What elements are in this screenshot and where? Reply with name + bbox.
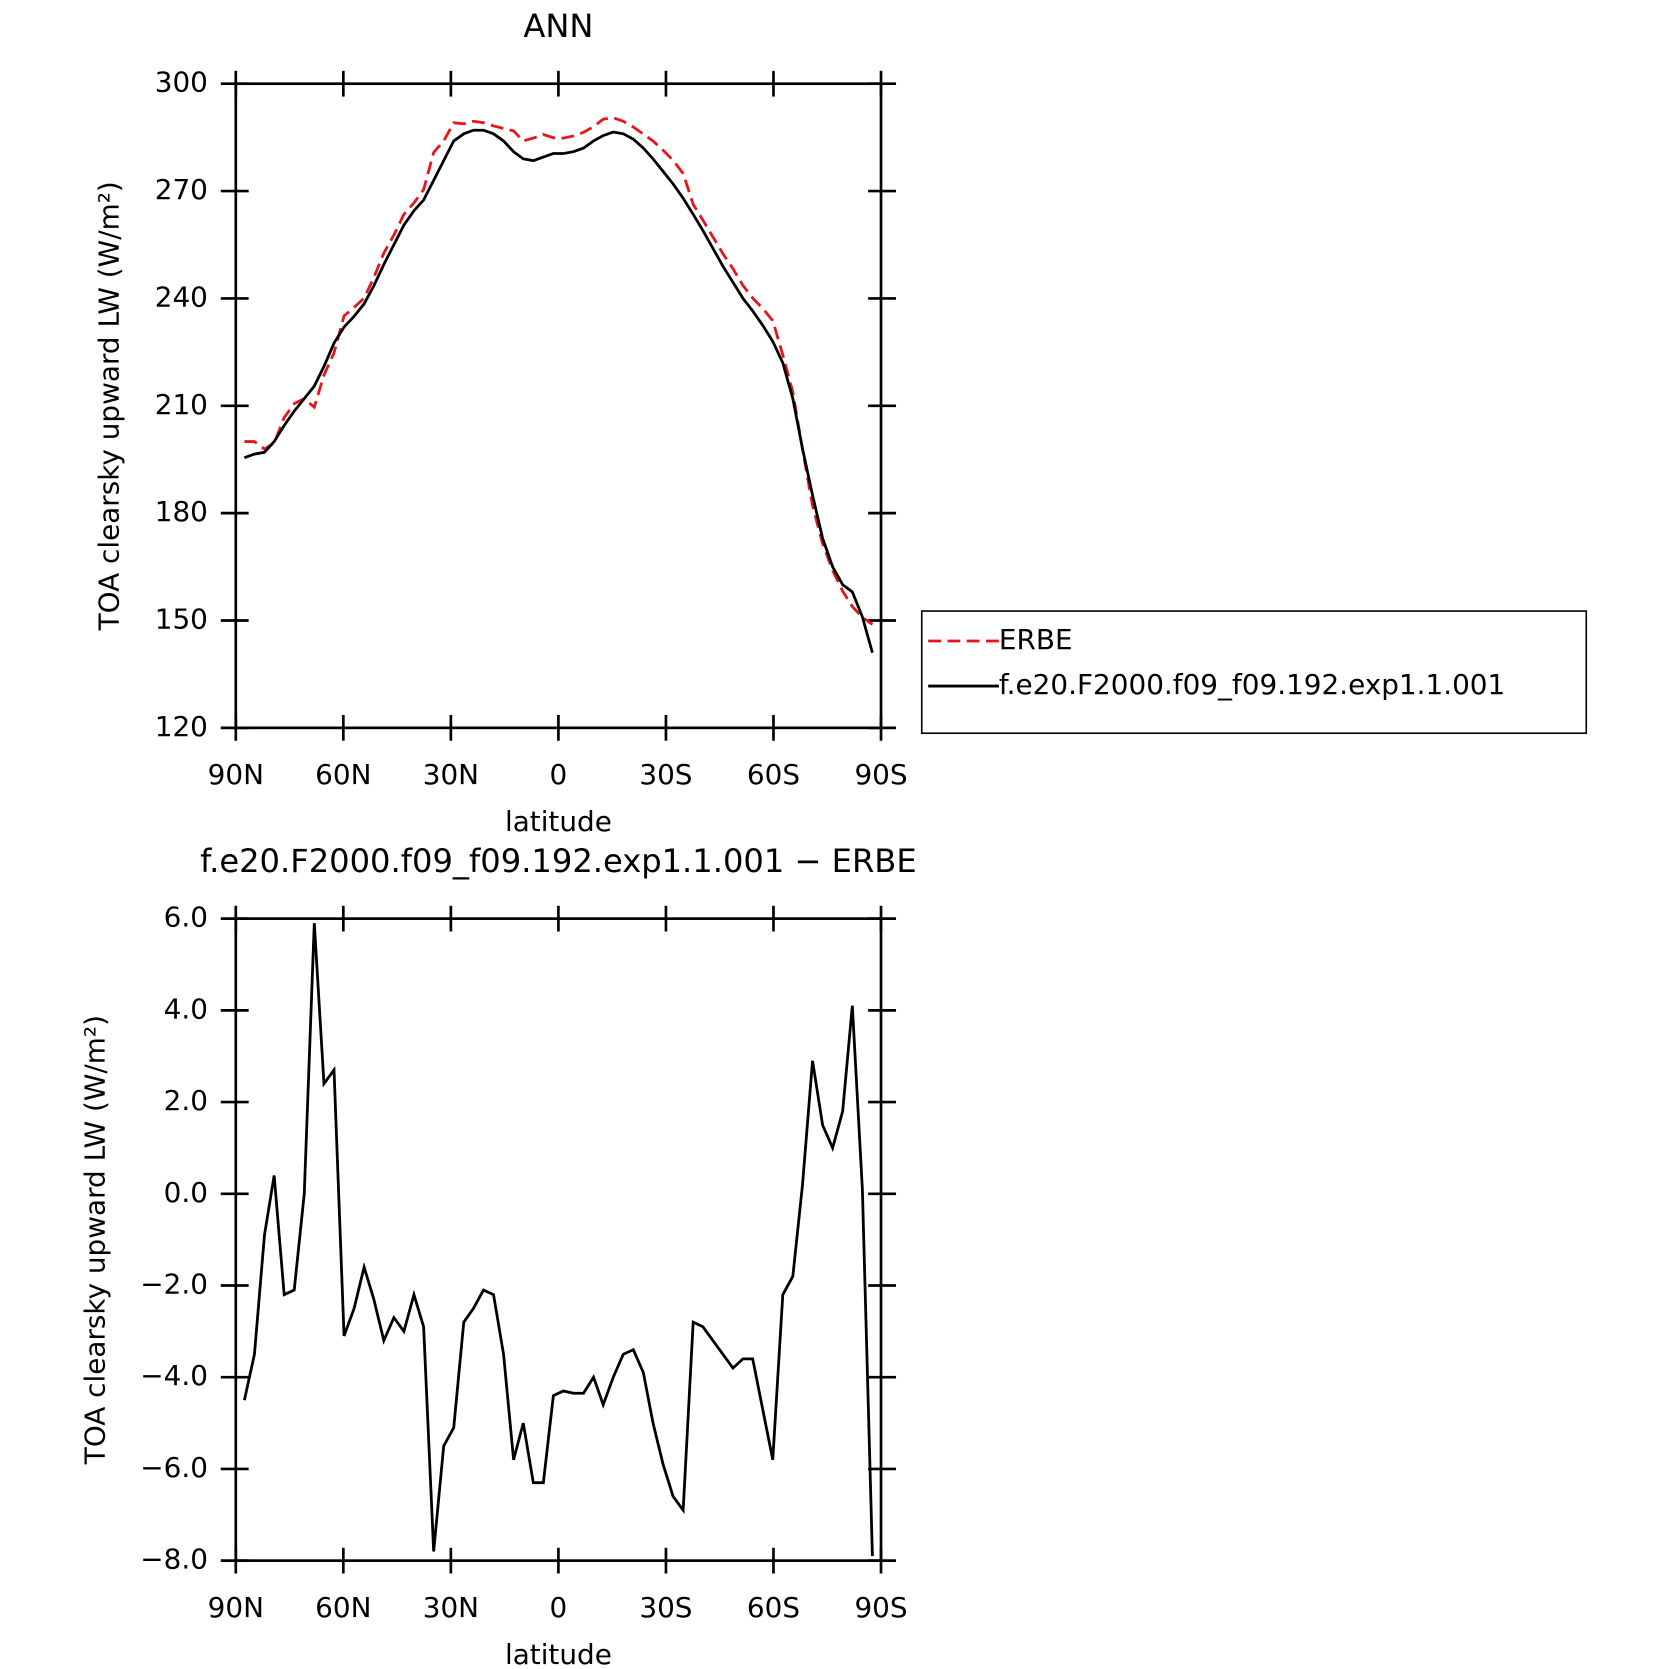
data-line xyxy=(243,128,874,654)
y-tick-label: 120 xyxy=(155,710,208,743)
y-tick-label: −8.0 xyxy=(140,1543,208,1576)
y-tick-label: 2.0 xyxy=(164,1084,208,1117)
y-tick-label: 180 xyxy=(155,495,208,528)
y-tick-label: −6.0 xyxy=(140,1451,208,1484)
x-tick-label: 90N xyxy=(208,1591,264,1624)
legend-box xyxy=(920,610,1588,735)
plot-frame xyxy=(234,82,883,730)
x-tick-label: 30S xyxy=(639,758,692,791)
y-tick-label: −2.0 xyxy=(140,1267,208,1300)
data-line xyxy=(244,116,874,626)
x-tick-label: 90S xyxy=(854,758,907,791)
x-tick-label: 60N xyxy=(315,758,371,791)
x-tick-label: 30N xyxy=(423,758,479,791)
y-tick-label: 150 xyxy=(155,602,208,635)
x-tick-label: 60N xyxy=(315,1591,371,1624)
data-line xyxy=(243,923,874,1557)
y-tick-label: 6.0 xyxy=(164,901,208,934)
chart-title: ANN xyxy=(523,7,593,45)
chart-title: f.e20.F2000.f09_f09.192.exp1.1.001 − ERB… xyxy=(200,842,917,880)
x-tick-label: 90N xyxy=(208,758,264,791)
y-tick-label: 210 xyxy=(155,388,208,421)
y-tick-label: −4.0 xyxy=(140,1359,208,1392)
y-tick-label: 300 xyxy=(155,66,208,99)
plot-frame xyxy=(234,917,883,1562)
legend-label: ERBE xyxy=(999,623,1073,656)
y-axis-label: TOA clearsky upward LW (W/m²) xyxy=(78,1015,111,1465)
y-axis-label: TOA clearsky upward LW (W/m²) xyxy=(92,181,125,631)
x-tick-label: 30S xyxy=(639,1591,692,1624)
y-tick-label: 4.0 xyxy=(164,992,208,1025)
x-tick-label: 60S xyxy=(747,1591,800,1624)
x-tick-label: 0 xyxy=(550,758,568,791)
x-axis-label: latitude xyxy=(505,805,612,838)
x-tick-label: 30N xyxy=(423,1591,479,1624)
y-tick-label: 0.0 xyxy=(164,1176,208,1209)
x-tick-label: 0 xyxy=(550,1591,568,1624)
y-tick-label: 240 xyxy=(155,280,208,313)
legend-label: f.e20.F2000.f09_f09.192.exp1.1.001 xyxy=(999,668,1505,701)
y-tick-label: 270 xyxy=(155,173,208,206)
x-tick-label: 90S xyxy=(854,1591,907,1624)
x-axis-label: latitude xyxy=(505,1638,612,1669)
x-tick-label: 60S xyxy=(747,758,800,791)
